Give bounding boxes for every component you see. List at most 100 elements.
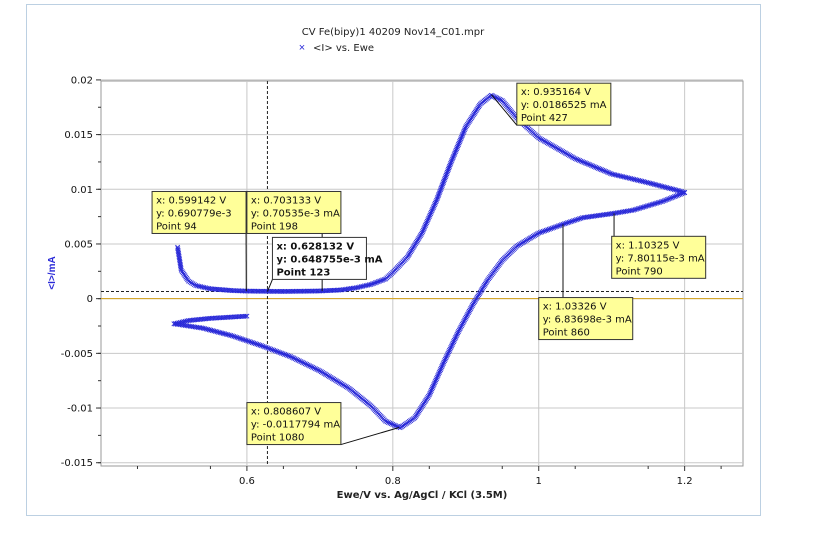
x-tick-label: 1 [536,476,542,487]
data-point [449,157,455,163]
data-point [263,344,269,350]
data-point [430,206,436,212]
annotation-text: x: 1.10325 V [616,240,680,251]
data-point [430,205,436,211]
data-point [271,347,277,353]
data-point [268,346,274,352]
data-point [302,361,308,367]
data-point [654,200,660,206]
data-point [229,333,235,339]
data-point [671,194,677,200]
data-point [441,359,447,365]
annotation-box [151,190,247,234]
cv-chart: CV Fe(bipy)1 40209 Nov14_C01.mpr × <I> v… [47,27,744,501]
data-point [573,217,580,223]
data-point [645,180,651,186]
data-point [436,370,442,376]
data-point [288,354,294,360]
data-point [240,336,246,342]
data-point [552,224,558,230]
data-point [439,364,445,370]
data-point [442,356,448,362]
data-point [446,163,453,169]
data-point [282,351,288,357]
data-point [677,191,683,197]
data-point [582,160,588,166]
data-point [470,301,476,307]
data-point [292,356,298,362]
data-point [682,190,688,196]
data-point [456,327,462,333]
data-point [375,279,381,285]
data-point [314,366,320,372]
data-point [243,337,249,344]
data-point [542,228,548,234]
data-point [206,327,212,333]
data-point [584,161,590,167]
annotation-text: Point 790 [616,266,663,277]
annotation-text: y: 6.83698e-3 mA [543,315,632,326]
data-point [450,155,456,161]
data-point [461,318,467,324]
data-point [428,389,434,395]
annotation-leader [491,94,518,126]
data-point [663,197,669,203]
data-point [209,328,215,334]
data-point [537,229,543,236]
data-point [215,329,222,335]
data-point [251,340,257,346]
annotation-text: Point 198 [251,221,298,232]
data-point [575,157,581,163]
data-point [299,359,305,365]
data-point [434,196,440,202]
data-point [654,182,660,188]
data-point [440,181,446,187]
data-point [307,363,313,369]
y-tick-label: -0.015 [61,458,93,469]
data-point [455,330,461,336]
data-point [673,193,679,199]
data-point [374,279,380,285]
data-point [656,183,662,189]
data-point [432,380,438,386]
data-point [220,330,226,336]
data-point [226,332,232,338]
data-point [295,357,301,363]
data-point [239,336,245,342]
data-point [578,158,584,164]
data-point [539,229,545,235]
data-point [566,219,572,225]
data-point [575,216,581,222]
data-point [653,182,659,188]
data-point [459,323,465,329]
data-point [458,136,464,142]
data-point [460,131,466,137]
data-point [242,337,248,343]
data-point [451,153,457,159]
data-point [659,183,665,189]
annotation-text: y: 0.0186525 mA [521,100,607,111]
data-point [667,195,673,201]
data-point [647,202,653,208]
data-point [304,361,310,367]
data-point [554,223,560,229]
data-point [434,197,440,203]
y-tick-label: -0.005 [61,349,93,360]
data-point [670,194,676,200]
data-point [262,344,268,350]
data-point [452,150,458,156]
data-point [576,216,583,222]
data-point [387,420,393,426]
data-point [286,353,292,359]
data-point [491,94,497,100]
annotation-box [538,297,634,341]
legend-label: <I> vs. Ewe [313,43,374,54]
data-point [446,349,452,355]
data-point [225,332,231,338]
data-point [278,350,284,356]
data-point [587,162,593,168]
data-point [459,321,465,327]
data-point [432,378,438,385]
data-point [431,203,437,209]
data-point [285,352,291,358]
